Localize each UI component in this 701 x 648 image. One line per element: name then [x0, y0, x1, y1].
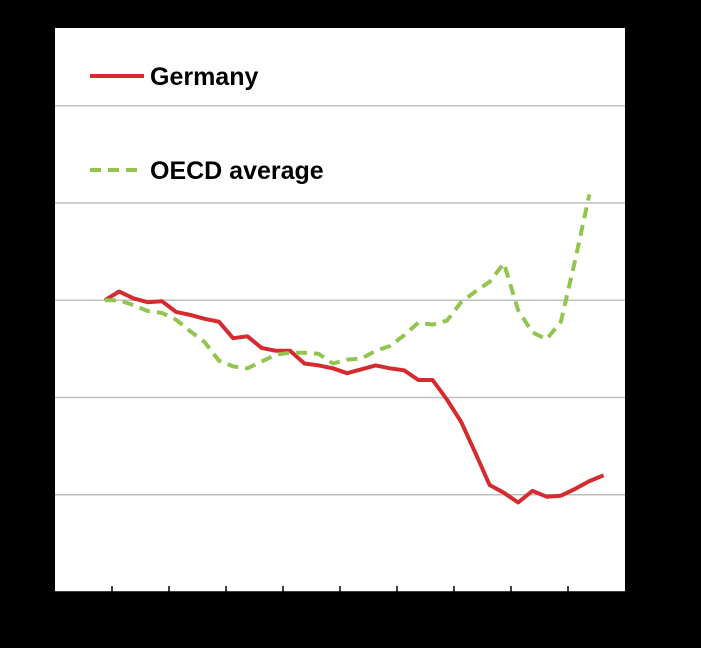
- series-line-germany: [103, 289, 605, 505]
- x-axis: [55, 586, 625, 593]
- series-line-oecd-average: [104, 193, 592, 371]
- legend-label-oecd-average: OECD average: [150, 157, 324, 185]
- series-group: [103, 193, 605, 505]
- legend-label-germany: Germany: [150, 63, 258, 91]
- legend: Germany OECD average: [90, 63, 324, 185]
